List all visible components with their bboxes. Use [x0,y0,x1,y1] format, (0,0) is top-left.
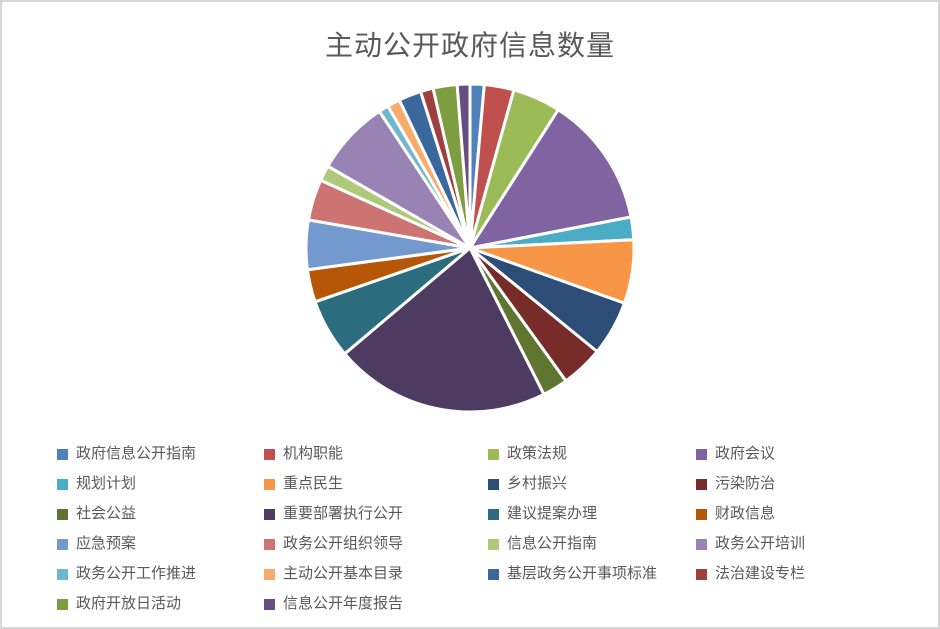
legend-color-swatch [696,448,707,460]
legend-label: 政府会议 [715,445,776,462]
legend-label: 乡村振兴 [507,475,568,492]
pie-slice-9 [343,246,546,414]
legend-item: 应急预案 [57,535,264,552]
legend-item: 乡村振兴 [488,475,696,492]
legend-color-swatch [57,568,68,580]
legend-label: 政务公开培训 [715,535,806,552]
legend-color-swatch [696,568,707,580]
legend-color-swatch [488,478,499,490]
legend-item: 法治建设专栏 [696,565,928,582]
legend-item: 污染防治 [696,475,928,492]
legend-item: 机构职能 [264,445,488,462]
legend-item: 重要部署执行公开 [264,505,488,522]
legend-color-swatch [488,568,499,580]
legend-label: 重要部署执行公开 [283,505,404,522]
legend-label: 主动公开基本目录 [283,565,404,582]
legend-color-swatch [264,538,275,550]
legend-item: 政府会议 [696,445,928,462]
legend-label: 政府信息公开指南 [76,445,197,462]
legend-color-swatch [57,508,68,520]
legend-label: 政务公开组织领导 [283,535,404,552]
legend-item: 政务公开工作推进 [57,565,264,582]
legend-item: 政府开放日活动 [57,595,264,612]
legend-item: 政府信息公开指南 [57,445,264,462]
legend-item: 建议提案办理 [488,505,696,522]
legend-label: 政务公开工作推进 [76,565,197,582]
legend-label: 建议提案办理 [507,505,598,522]
legend-label: 污染防治 [715,475,776,492]
legend-label: 重点民生 [283,475,344,492]
legend-color-swatch [264,448,275,460]
pie-slice-3 [468,108,633,250]
legend-color-swatch [264,598,275,610]
legend-item: 重点民生 [264,475,488,492]
legend-item: 主动公开基本目录 [264,565,488,582]
legend-label: 政府开放日活动 [76,595,182,612]
legend-color-swatch [57,448,68,460]
legend-color-swatch [264,478,275,490]
legend-label: 政策法规 [507,445,568,462]
legend-item: 规划计划 [57,475,264,492]
legend-item: 政务公开组织领导 [264,535,488,552]
legend-color-swatch [264,568,275,580]
legend-label: 信息公开年度报告 [283,595,404,612]
legend-color-swatch [488,538,499,550]
legend-label: 规划计划 [76,475,137,492]
legend-item: 财政信息 [696,505,928,522]
legend-label: 应急预案 [76,535,137,552]
legend-color-swatch [488,508,499,520]
legend-color-swatch [264,508,275,520]
legend-item: 政务公开培训 [696,535,928,552]
legend-item: 信息公开年度报告 [264,595,488,612]
legend-label: 机构职能 [283,445,344,462]
legend-color-swatch [57,598,68,610]
legend-item: 政策法规 [488,445,696,462]
legend-color-swatch [696,478,707,490]
legend-item: 信息公开指南 [488,535,696,552]
legend-color-swatch [488,448,499,460]
legend-item: 基层政务公开事项标准 [488,565,696,582]
chart-title: 主动公开政府信息数量 [324,31,615,62]
chart-legend: 政府信息公开指南 机构职能 政策法规 政府会议规划计划 重点民生 乡村振兴 污染防治社会公益… [57,439,928,619]
legend-label: 基层政务公开事项标准 [507,565,658,582]
legend-color-swatch [696,538,707,550]
legend-color-swatch [57,538,68,550]
legend-item: 社会公益 [57,505,264,522]
legend-label: 财政信息 [715,505,776,522]
legend-label: 信息公开指南 [507,535,598,552]
legend-label: 社会公益 [76,505,137,522]
legend-color-swatch [696,508,707,520]
legend-color-swatch [57,478,68,490]
pie-slice-21 [455,82,472,250]
legend-label: 法治建设专栏 [715,565,806,582]
